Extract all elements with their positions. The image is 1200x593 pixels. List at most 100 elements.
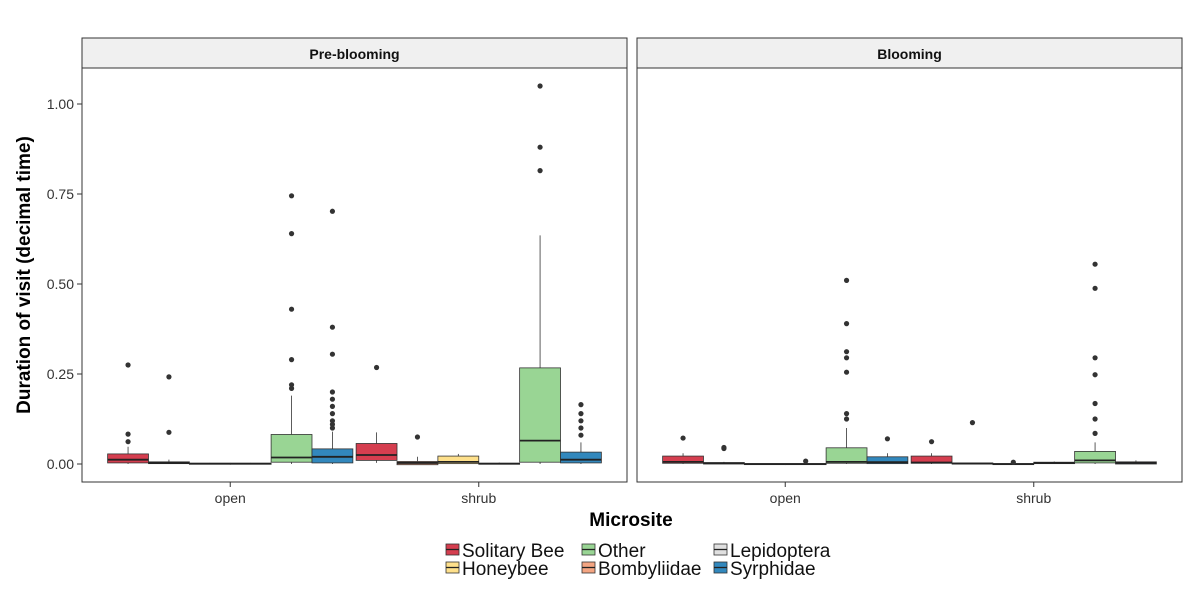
box-solitary-bee — [662, 435, 704, 464]
legend-item-syrphidae: Syrphidae — [713, 559, 816, 580]
legend-item-other: Other — [581, 541, 646, 562]
outlier-point — [125, 431, 131, 437]
box-bombyliidae — [396, 434, 439, 466]
outlier-point — [288, 382, 295, 388]
legend-label: Lepidoptera — [730, 541, 831, 562]
outlier-point — [1010, 459, 1016, 465]
box-iqr — [560, 451, 602, 464]
outlier-point — [1092, 400, 1098, 407]
box-other — [1074, 261, 1116, 464]
outlier-point — [969, 420, 976, 426]
outlier-point — [329, 421, 336, 427]
outlier-point — [288, 385, 295, 391]
outlier-point — [884, 436, 891, 442]
outlier-point — [329, 396, 336, 402]
box-lepidoptera — [784, 458, 827, 466]
box-lepidoptera — [1033, 461, 1076, 465]
outlier-point — [329, 425, 336, 431]
outlier-point — [288, 357, 295, 363]
box-other — [519, 83, 561, 464]
outlier-point — [329, 389, 336, 395]
box-honeybee — [992, 459, 1035, 466]
outlier-point — [843, 321, 850, 327]
outlier-point — [414, 434, 421, 440]
box-solitary-bee — [910, 439, 953, 464]
box-lepidoptera — [229, 462, 272, 465]
outlier-point — [843, 355, 850, 361]
y-tick-label: 0.50 — [47, 276, 74, 292]
group-shrub: shrub — [355, 83, 602, 506]
y-tick-label: 0.25 — [47, 366, 74, 382]
box-honeybee — [188, 462, 231, 465]
y-tick-label: 1.00 — [47, 96, 74, 112]
outlier-point — [578, 432, 584, 438]
facet-panel-pre-blooming: Pre-blooming open shrub — [81, 37, 628, 506]
panels-layer: Pre-blooming open shrub Blooming open shrub — [81, 37, 1183, 506]
box-iqr — [866, 456, 909, 465]
x-tick-label: open — [215, 490, 246, 506]
legend-label: Honeybee — [462, 559, 549, 580]
box-iqr — [662, 455, 704, 464]
outlier-point — [843, 349, 850, 355]
outlier-point — [1092, 416, 1098, 422]
y-tick-label: 0.75 — [47, 186, 74, 202]
outlier-point — [373, 364, 380, 371]
group-open: open — [107, 193, 354, 506]
box-iqr — [825, 447, 868, 464]
panel-frame — [636, 67, 1183, 483]
box-iqr — [107, 453, 149, 464]
y-axis: 0.00 0.25 0.50 0.75 1.00 — [47, 96, 82, 472]
outlier-point — [928, 439, 935, 445]
legend-item-bombyliidae: Bombyliidae — [581, 559, 702, 580]
box-iqr — [437, 455, 480, 465]
box-other — [270, 193, 313, 464]
outlier-point — [578, 418, 584, 424]
outlier-point — [843, 277, 850, 283]
legend-item-lepidoptera: Lepidoptera — [713, 541, 831, 562]
group-open: open — [662, 277, 909, 506]
outlier-point — [329, 351, 336, 357]
outlier-point — [329, 208, 336, 214]
y-axis-title: Duration of visit (decimal time) — [14, 136, 35, 414]
outlier-point — [1092, 430, 1098, 436]
box-honeybee — [743, 463, 786, 466]
outlier-point — [843, 369, 850, 375]
outlier-point — [721, 444, 727, 451]
outlier-point — [843, 411, 850, 417]
group-shrub: shrub — [910, 261, 1157, 506]
box-syrphidae — [560, 402, 602, 464]
outlier-point — [125, 439, 131, 445]
outlier-point — [329, 411, 336, 417]
outlier-point — [288, 193, 295, 199]
outlier-point — [125, 362, 131, 368]
facet-strip — [636, 37, 1183, 69]
box-solitary-bee — [107, 362, 149, 464]
outlier-point — [166, 374, 172, 380]
outlier-point — [680, 435, 686, 441]
outlier-point — [1092, 372, 1098, 378]
box-honeybee — [437, 453, 480, 465]
box-iqr — [1074, 450, 1116, 464]
outlier-point — [1092, 355, 1098, 361]
outlier-point — [578, 425, 584, 431]
box-iqr — [519, 367, 561, 463]
legend-item-honeybee: Honeybee — [445, 559, 549, 580]
y-tick-label: 0.00 — [47, 456, 74, 472]
box-solitary-bee — [355, 364, 398, 463]
outlier-point — [843, 416, 850, 422]
facet-strip — [81, 37, 628, 69]
outlier-point — [329, 418, 336, 424]
outlier-point — [329, 324, 336, 330]
outlier-point — [578, 411, 584, 417]
x-tick-label: open — [770, 490, 801, 506]
x-axis-title: Microsite — [589, 510, 672, 531]
outlier-point — [288, 231, 295, 237]
box-syrphidae — [311, 208, 354, 464]
facet-strip-label: Blooming — [877, 46, 942, 62]
outlier-point — [166, 429, 172, 435]
outlier-point — [329, 403, 336, 409]
facet-strip-label: Pre-blooming — [309, 46, 399, 62]
box-bombyliidae — [148, 374, 190, 465]
